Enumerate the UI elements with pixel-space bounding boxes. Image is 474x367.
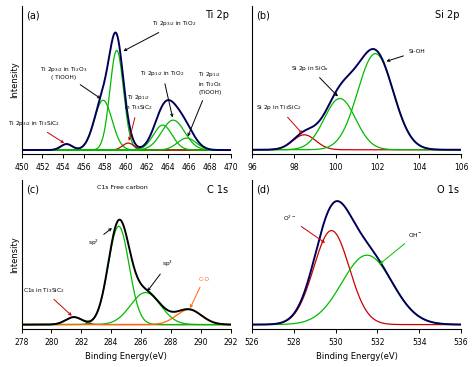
Text: C-O: C-O [191, 277, 210, 307]
Text: C 1s: C 1s [208, 185, 228, 195]
Y-axis label: Intensity: Intensity [10, 236, 19, 273]
Text: Ti 2p$_{3/2}$ in TiO$_2$: Ti 2p$_{3/2}$ in TiO$_2$ [124, 20, 197, 51]
Text: O$^{2-}$: O$^{2-}$ [283, 214, 324, 242]
Text: sp$^2$: sp$^2$ [88, 229, 111, 248]
Text: Si-OH: Si-OH [387, 49, 426, 61]
Text: (b): (b) [256, 10, 270, 20]
Text: Ti 2p$_{3/2}$ in Ti$_2$O$_3$
( TiOOH): Ti 2p$_{3/2}$ in Ti$_2$O$_3$ ( TiOOH) [40, 66, 100, 98]
Text: Si 2p in Ti$_3$SiC$_2$: Si 2p in Ti$_3$SiC$_2$ [256, 103, 302, 133]
Text: Si 2p: Si 2p [435, 10, 459, 20]
Text: Ti 2p$_{1/2}$
in Ti$_2$O$_3$
(TiOOH): Ti 2p$_{1/2}$ in Ti$_2$O$_3$ (TiOOH) [188, 71, 222, 135]
Text: Si 2p in SiO$_x$: Si 2p in SiO$_x$ [292, 64, 337, 96]
Text: Ti 2p$_{1/2}$
in Ti$_3$SiC$_2$: Ti 2p$_{1/2}$ in Ti$_3$SiC$_2$ [124, 94, 153, 140]
Text: (c): (c) [26, 185, 39, 195]
Text: C1s in Ti$_3$SiC$_2$: C1s in Ti$_3$SiC$_2$ [23, 286, 71, 315]
Text: O 1s: O 1s [437, 185, 459, 195]
Text: Ti 2p: Ti 2p [205, 10, 228, 20]
Text: Ti 2p$_{3/2}$ in Ti$_3$SiC$_2$: Ti 2p$_{3/2}$ in Ti$_3$SiC$_2$ [8, 120, 63, 142]
X-axis label: Binding Energy(eV): Binding Energy(eV) [85, 352, 167, 361]
X-axis label: Binding Energy(eV): Binding Energy(eV) [316, 352, 398, 361]
Text: sp$^3$: sp$^3$ [148, 259, 173, 291]
Text: Ti 2p$_{1/2}$ in TiO$_2$: Ti 2p$_{1/2}$ in TiO$_2$ [140, 70, 185, 116]
Text: OH$^-$: OH$^-$ [381, 231, 423, 264]
Text: (a): (a) [26, 10, 39, 20]
Y-axis label: Intensity: Intensity [10, 61, 19, 98]
Text: (d): (d) [256, 185, 270, 195]
Text: C1s Free carbon: C1s Free carbon [97, 185, 147, 190]
